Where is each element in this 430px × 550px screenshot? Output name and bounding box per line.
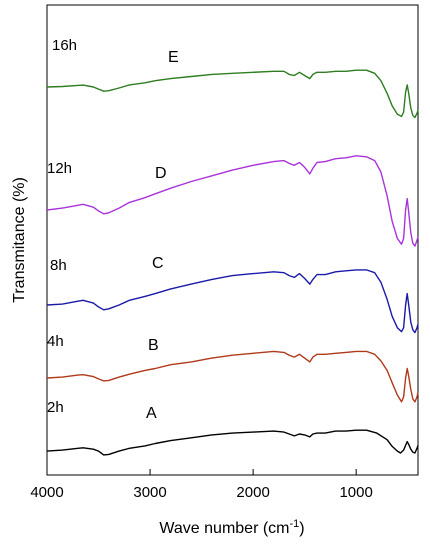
x-tick-label-1000: 1000 bbox=[339, 484, 372, 501]
series-line-d bbox=[46, 155, 419, 247]
time-label-a: 2h bbox=[47, 399, 64, 416]
series-line-c bbox=[46, 269, 419, 334]
x-tick-label-4000: 4000 bbox=[30, 484, 63, 501]
series-label-c: C bbox=[152, 255, 164, 272]
series-label-d: D bbox=[155, 165, 167, 182]
time-label-e: 16h bbox=[52, 37, 77, 54]
series-label-b: B bbox=[148, 337, 159, 354]
time-label-b: 4h bbox=[47, 333, 64, 350]
time-label-d: 12h bbox=[47, 160, 72, 177]
time-label-c: 8h bbox=[50, 257, 67, 274]
series-line-e bbox=[46, 69, 419, 119]
series-group bbox=[46, 69, 419, 456]
series-label-a: A bbox=[146, 405, 157, 422]
series-label-e: E bbox=[168, 49, 179, 66]
plot-frame bbox=[46, 4, 419, 476]
x-axis-ticks: 4000 3000 2000 1000 bbox=[30, 469, 373, 501]
series-labels: A 2h B 4h C 8h D 12h E 16h bbox=[47, 37, 179, 422]
series-line-a bbox=[46, 429, 419, 456]
x-axis-title-superscript: -1 bbox=[290, 518, 300, 530]
y-axis-title: Transmitance (%) bbox=[11, 177, 28, 303]
x-axis-title: Wave number (cm-1) bbox=[159, 518, 304, 537]
series-line-b bbox=[46, 350, 419, 403]
x-tick-label-2000: 2000 bbox=[236, 484, 269, 501]
x-tick-label-3000: 3000 bbox=[133, 484, 166, 501]
